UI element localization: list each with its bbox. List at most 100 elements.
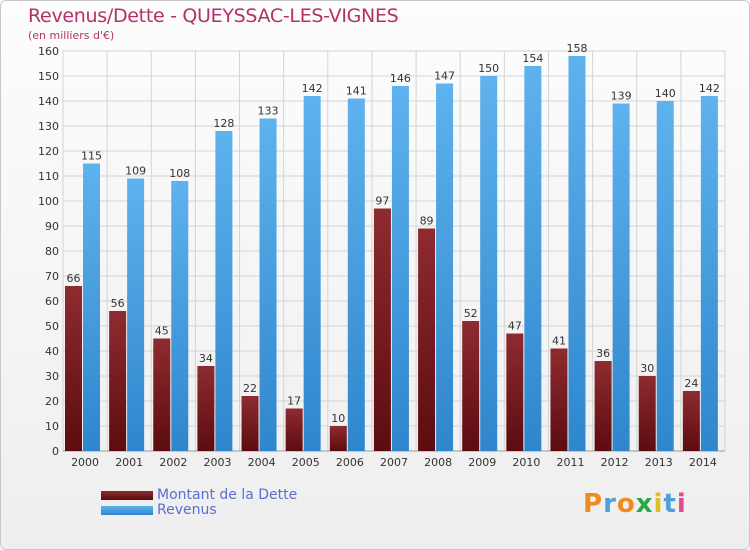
y-tick-label: 80 [45,245,59,258]
y-tick-label: 150 [38,70,59,83]
x-tick-label: 2006 [336,456,364,469]
chart-title: Revenus/Dette - QUEYSSAC-LES-VIGNES [28,5,399,27]
data-label-revenus: 108 [169,167,190,180]
data-label-dette: 24 [684,377,698,390]
bar-revenus [83,163,100,451]
bar-revenus [700,96,718,451]
x-tick-label: 2010 [512,456,540,469]
x-tick-label: 2003 [203,456,231,469]
x-axis-tick-labels: 2000 2001 2002 2003 2004 2005 2006 2007 2008 2009… [71,456,717,469]
legend-label-dette: Montant de la Dette [157,487,298,503]
bars-group [65,56,718,451]
y-tick-label: 90 [45,220,59,233]
data-label-revenus: 142 [302,82,323,95]
bar-revenus [215,131,233,451]
legend-item-dette: Montant de la Dette [101,487,297,503]
legend-item-revenus: Revenus [101,502,217,518]
y-tick-label: 50 [45,320,59,333]
data-label-revenus: 128 [213,117,234,130]
bar-revenus [524,66,542,451]
legend-swatch-revenus [101,505,153,515]
y-tick-label: 30 [45,370,59,383]
bar-revenus [303,96,321,451]
y-tick-label: 70 [45,270,59,283]
data-label-dette: 34 [199,352,213,365]
logo-letter: i [653,489,664,519]
x-tick-label: 2008 [424,456,452,469]
data-label-revenus: 133 [258,105,279,118]
bar-dette [682,391,700,451]
data-label-dette: 30 [640,362,654,375]
data-label-dette: 17 [287,395,301,408]
bar-dette [594,361,612,451]
data-label-revenus: 147 [434,70,455,83]
data-label-dette: 56 [111,297,125,310]
bar-dette [550,348,568,451]
data-labels: 66 115 56 109 45 108 34 128 22 133 17 142 10 141 97 146… [67,42,720,425]
bar-revenus [480,76,498,451]
y-tick-label: 120 [38,145,59,158]
bar-revenus [171,181,189,451]
data-label-revenus: 150 [478,62,499,75]
x-tick-label: 2013 [645,456,673,469]
data-label-dette: 52 [464,307,478,320]
y-tick-label: 10 [45,420,59,433]
bar-dette [418,228,436,451]
y-axis-tick-labels: 0 10 20 30 40 50 60 70 80 90 100 110 120 130 140 150 160 [38,45,59,458]
y-tick-label: 160 [38,45,59,58]
x-tick-label: 2012 [601,456,629,469]
data-label-dette: 10 [331,412,345,425]
data-label-dette: 97 [375,195,389,208]
bar-dette [65,286,82,451]
legend-label-revenus: Revenus [157,502,217,518]
data-label-dette: 22 [243,382,257,395]
logo-letter: i [676,489,687,519]
data-label-revenus: 109 [125,165,146,178]
bar-dette [373,208,391,451]
logo-letter: r [603,489,617,519]
y-tick-label: 100 [38,195,59,208]
bar-revenus [436,83,454,451]
data-label-revenus: 146 [390,72,411,85]
x-tick-label: 2009 [468,456,496,469]
bar-revenus [259,118,277,451]
data-label-dette: 47 [508,320,522,333]
x-tick-label: 2004 [248,456,276,469]
data-label-dette: 41 [552,335,566,348]
data-label-revenus: 140 [655,87,676,100]
logo-letter: o [616,489,636,519]
bar-dette [638,376,656,451]
data-label-revenus: 154 [522,52,543,65]
logo-letter: x [635,489,654,519]
bar-dette [197,366,215,451]
x-tick-label: 2011 [557,456,585,469]
y-tick-label: 20 [45,395,59,408]
bar-revenus [347,98,365,451]
bar-dette [329,426,347,451]
y-tick-label: 110 [38,170,59,183]
bar-revenus [656,101,674,451]
data-label-revenus: 141 [346,85,367,98]
bar-revenus [391,86,409,451]
x-tick-label: 2001 [115,456,143,469]
y-tick-label: 60 [45,295,59,308]
x-tick-label: 2002 [159,456,187,469]
data-label-revenus: 142 [699,82,720,95]
bar-dette [285,408,303,451]
logo-letter: P [583,489,604,519]
x-tick-label: 2014 [689,456,717,469]
x-tick-label: 2005 [292,456,320,469]
bar-dette [241,396,259,451]
data-label-dette: 36 [596,347,610,360]
proxiti-logo: Proxiti [583,489,687,519]
data-label-dette: 66 [67,272,81,285]
y-tick-label: 40 [45,345,59,358]
y-tick-label: 0 [52,445,59,458]
x-tick-label: 2000 [71,456,99,469]
bar-revenus [127,178,145,451]
data-label-dette: 45 [155,325,169,338]
data-label-revenus: 139 [611,90,632,103]
bar-revenus [612,103,630,451]
